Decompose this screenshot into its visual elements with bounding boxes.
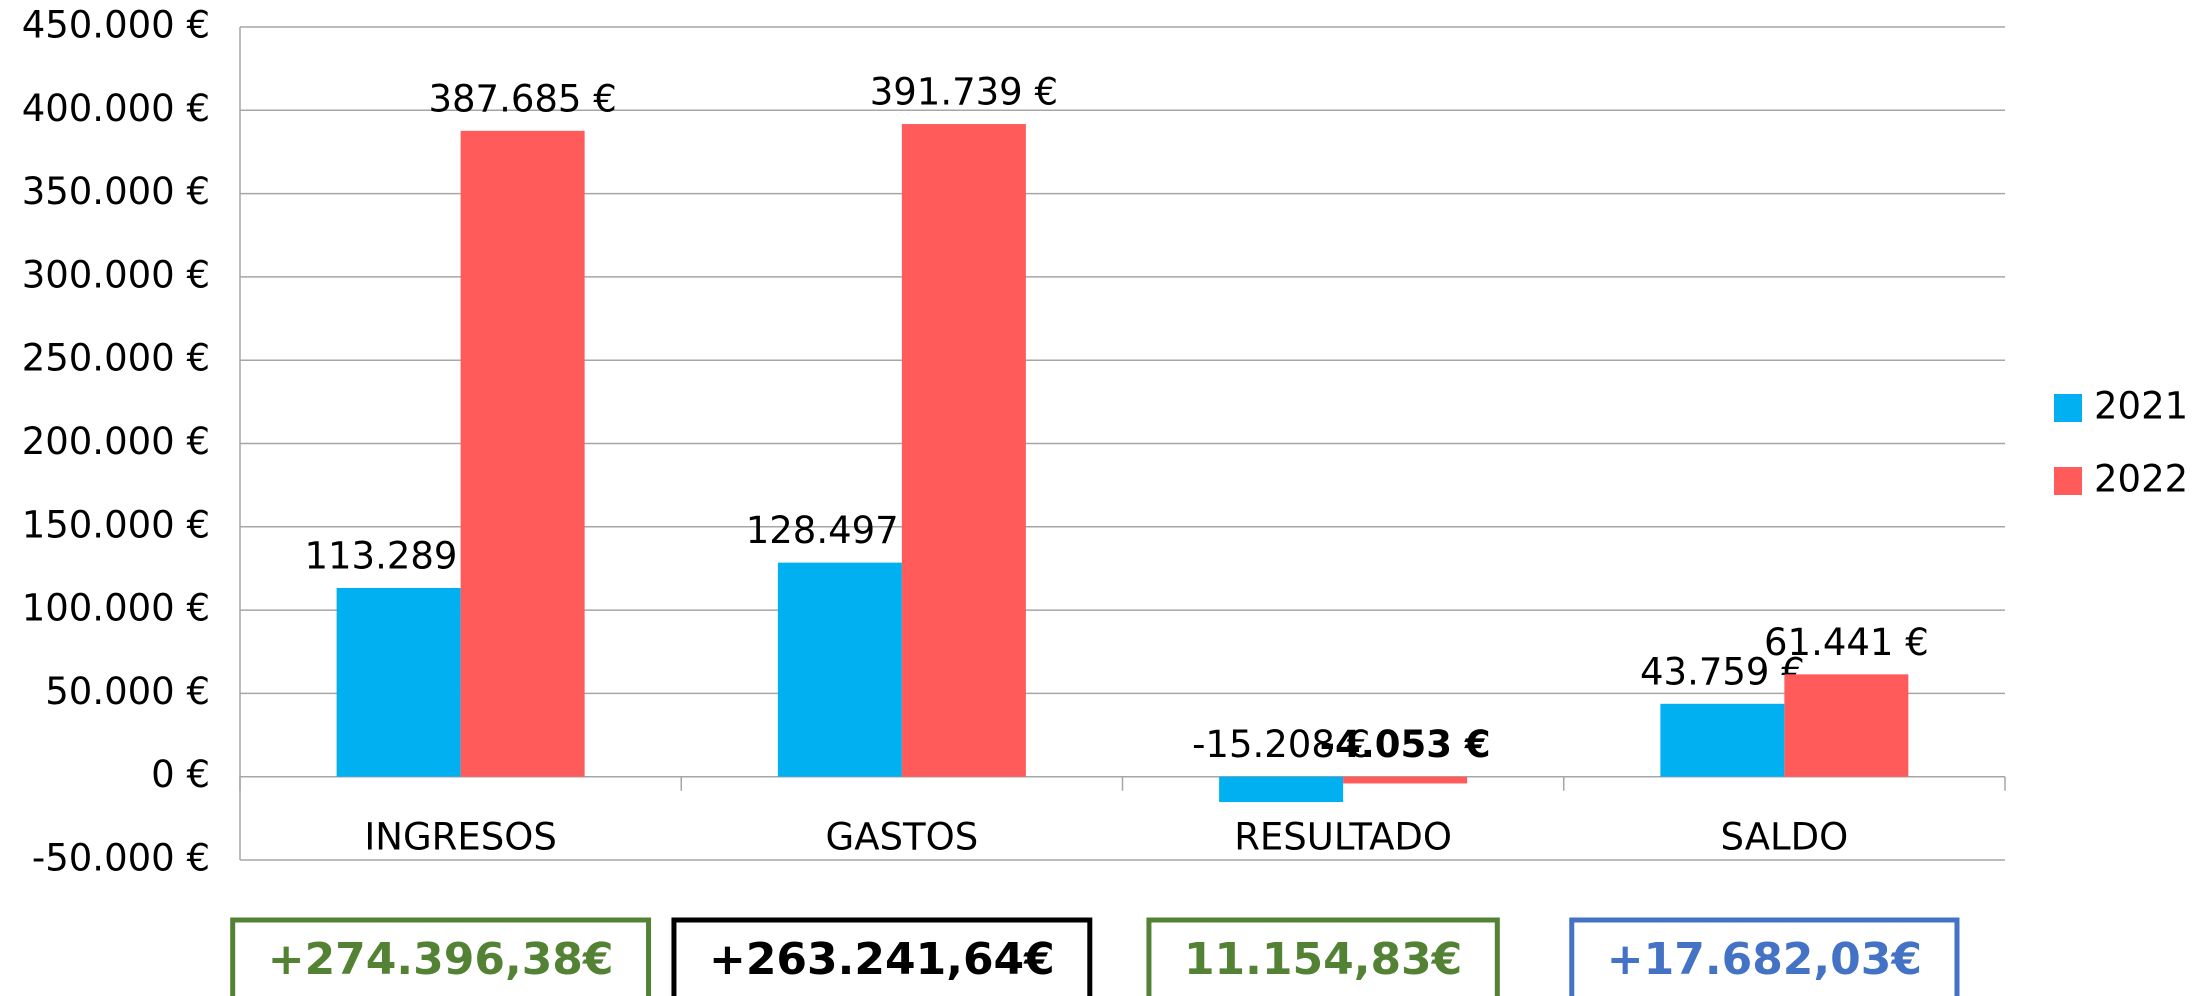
legend-label: 2022 — [2094, 458, 2188, 501]
annotation-box — [1146, 917, 1500, 996]
y-tick-label: -50.000 € — [32, 837, 210, 880]
legend-label: 2021 — [2094, 385, 2188, 428]
bar — [1784, 674, 1909, 777]
annotation-box — [1569, 917, 1960, 996]
y-tick-label: 50.000 € — [45, 670, 210, 713]
y-tick-label: 350.000 € — [22, 170, 210, 213]
y-tick-label: 450.000 € — [22, 4, 210, 47]
annotation-box — [671, 917, 1093, 996]
y-tick-label: 250.000 € — [22, 337, 210, 380]
value-label: -4.053 € — [1320, 723, 1491, 766]
bar — [1343, 776, 1468, 784]
value-label: 387.685 € — [428, 77, 616, 120]
y-tick-label: 0 € — [151, 753, 210, 796]
annotation: +274.396,38€ — [268, 934, 614, 985]
value-label: -15.208 € — [1192, 723, 1370, 766]
y-tick-label: 200.000 € — [22, 420, 210, 463]
bar — [336, 587, 461, 777]
value-label: 61.441 € — [1764, 621, 1929, 664]
value-label: 43.759 € — [1640, 650, 1805, 693]
bar — [1660, 703, 1785, 777]
x-tick-label: GASTOS — [826, 816, 979, 859]
x-tick-label: RESULTADO — [1234, 816, 1452, 859]
y-tick-label: 400.000 € — [22, 87, 210, 130]
bar — [1219, 776, 1344, 803]
annotation: +263.241,64€ — [709, 934, 1055, 985]
x-tick-label: SALDO — [1721, 816, 1849, 859]
annotation-box — [230, 917, 652, 996]
bar — [901, 124, 1026, 777]
y-tick-label: 300.000 € — [22, 253, 210, 296]
y-tick-label: 100.000 € — [22, 587, 210, 630]
legend-swatch — [2054, 467, 2082, 495]
value-label: 391.739 € — [870, 71, 1058, 114]
legend-swatch — [2054, 394, 2082, 422]
annotation: 11.154,83€ — [1184, 934, 1462, 985]
y-tick-label: 150.000 € — [22, 503, 210, 546]
x-tick-label: INGRESOS — [364, 816, 556, 859]
bar — [460, 130, 585, 777]
annotation: +17.682,03€ — [1607, 934, 1922, 985]
bar — [777, 562, 902, 777]
